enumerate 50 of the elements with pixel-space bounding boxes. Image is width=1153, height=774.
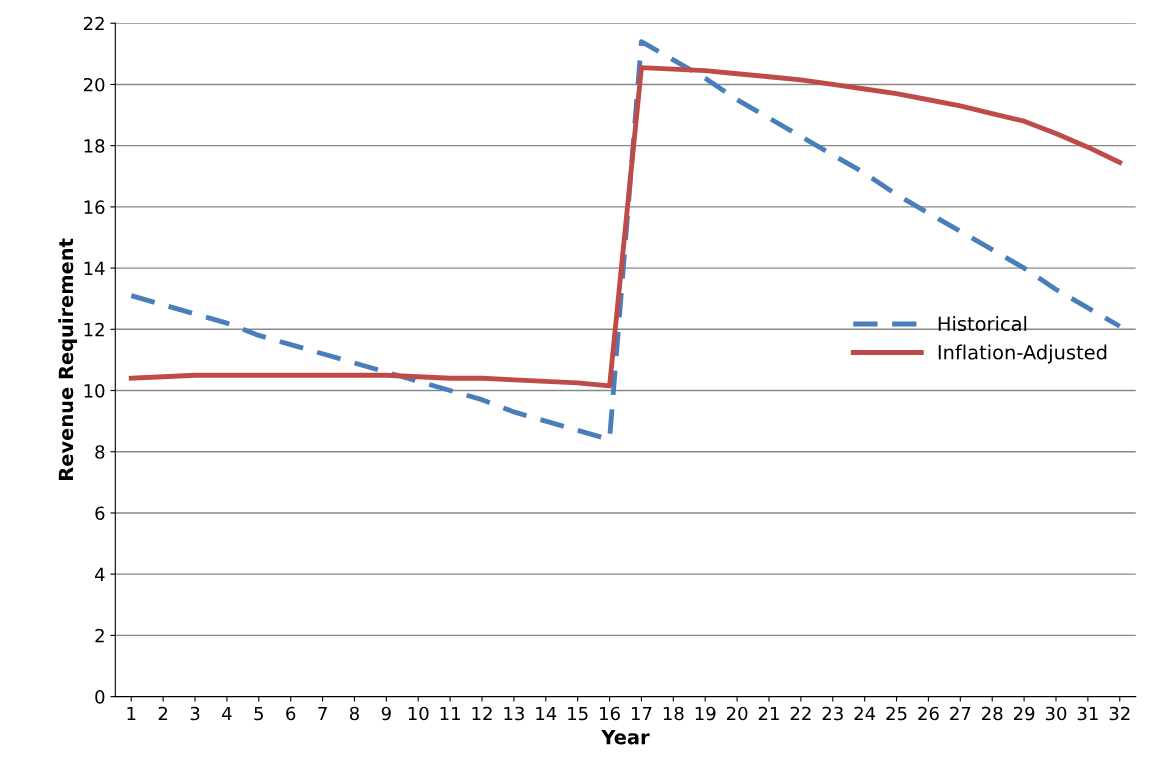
x-tick-label: 24 xyxy=(854,706,876,721)
x-tick-label: 25 xyxy=(886,706,907,721)
x-tick-label: 17 xyxy=(631,706,652,721)
x-tick-label: 31 xyxy=(1077,706,1098,721)
y-tick-label: 10 xyxy=(84,383,105,398)
legend-label: Inflation-Adjusted xyxy=(938,344,1107,364)
y-tick-label: 12 xyxy=(84,322,104,337)
y-tick-label: 6 xyxy=(95,506,105,521)
x-tick-label: 30 xyxy=(1045,706,1067,721)
y-tick-label: 4 xyxy=(94,567,105,582)
x-tick-label: 3 xyxy=(190,706,200,721)
x-tick-label: 11 xyxy=(440,706,460,721)
x-tick-label: 22 xyxy=(790,706,811,721)
x-tick-label: 6 xyxy=(286,706,296,721)
x-tick-label: 9 xyxy=(381,706,391,721)
x-tick-label: 32 xyxy=(1109,706,1130,721)
y-tick-label: 2 xyxy=(95,628,104,643)
x-tick-label: 16 xyxy=(600,706,620,721)
legend-label: Historical xyxy=(938,316,1027,332)
x-tick-label: 14 xyxy=(536,706,557,721)
x-tick-label: 7 xyxy=(318,706,327,721)
x-axis-title: Year xyxy=(601,729,650,745)
x-tick-label: 1 xyxy=(127,706,136,721)
x-tick-label: 8 xyxy=(349,706,359,721)
x-tick-label: 21 xyxy=(758,706,779,721)
x-tick-label: 13 xyxy=(504,706,524,721)
line-series xyxy=(128,65,1123,389)
x-tick-label: 18 xyxy=(663,706,684,721)
y-tick-label: 0 xyxy=(95,690,105,704)
x-tick-label: 27 xyxy=(950,706,971,721)
y-tick-label: 8 xyxy=(95,445,105,459)
x-tick-label: 2 xyxy=(158,706,168,721)
x-tick-label: 4 xyxy=(222,706,232,721)
y-tick-label: 18 xyxy=(84,139,105,153)
y-tick-label: 16 xyxy=(84,200,105,214)
x-tick-label: 5 xyxy=(254,706,263,721)
x-tick-label: 19 xyxy=(695,706,716,721)
x-tick-label: 23 xyxy=(822,706,843,721)
y-tick-label: 22 xyxy=(83,16,104,31)
y-axis-title: Revenue Requirement xyxy=(58,238,78,480)
x-tick-label: 15 xyxy=(568,706,588,721)
x-tick-label: 28 xyxy=(982,706,1003,721)
y-tick-label: 20 xyxy=(83,77,105,92)
x-tick-label: 12 xyxy=(472,706,492,721)
x-tick-label: 20 xyxy=(726,706,748,721)
x-tick-label: 29 xyxy=(1013,706,1035,721)
x-tick-label: 10 xyxy=(408,706,429,721)
line-series xyxy=(128,39,1123,442)
x-tick-label: 26 xyxy=(918,706,939,721)
y-tick-label: 14 xyxy=(84,261,105,275)
